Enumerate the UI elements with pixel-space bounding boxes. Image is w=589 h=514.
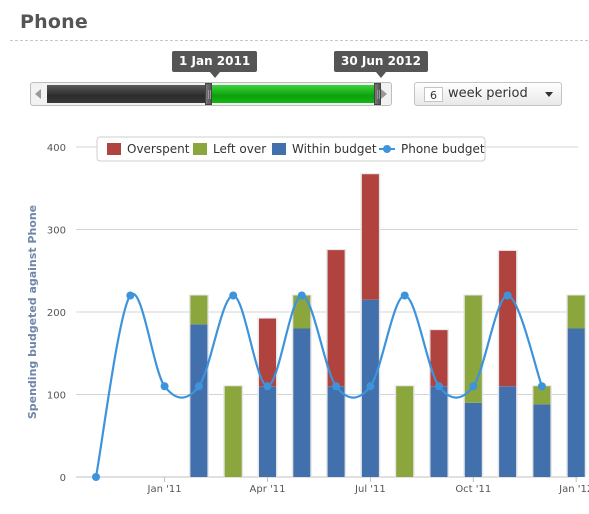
chevron-down-icon[interactable] xyxy=(545,92,553,97)
range-end-label: 30 Jun 2012 xyxy=(334,51,429,78)
budget-point xyxy=(400,291,409,300)
legend-item-label: Within budget xyxy=(292,142,377,156)
budget-point xyxy=(503,291,512,300)
bar-within-budget xyxy=(327,386,345,477)
x-tick-label: Jan '12 xyxy=(558,484,589,495)
x-tick-label: Oct '11 xyxy=(455,484,491,495)
x-tick-label: Jul '11 xyxy=(354,484,386,495)
budget-point xyxy=(126,291,135,300)
budget-point xyxy=(92,473,100,481)
scroll-right-arrow-icon[interactable] xyxy=(381,89,387,99)
range-selected-track[interactable] xyxy=(209,85,378,103)
budget-point xyxy=(263,382,272,391)
y-tick-label: 300 xyxy=(47,226,66,237)
legend-swatch-icon xyxy=(107,143,121,155)
bar-within-budget xyxy=(499,386,517,477)
bar-within-budget xyxy=(567,328,585,477)
page-title: Phone xyxy=(20,11,88,33)
legend-item-label: Overspent xyxy=(127,142,190,156)
y-tick-label: 400 xyxy=(47,143,66,154)
budget-point xyxy=(469,382,478,391)
budget-point xyxy=(297,291,306,300)
chart-bars xyxy=(188,173,587,477)
bar-left-over xyxy=(224,386,242,477)
x-tick-label: Jan '11 xyxy=(147,484,182,495)
range-end-handle[interactable] xyxy=(374,83,381,105)
period-select[interactable]: 6 week period xyxy=(414,82,562,106)
legend-marker-icon xyxy=(383,145,391,153)
bar-overspent xyxy=(430,330,448,387)
bar-within-budget xyxy=(190,324,208,477)
legend-swatch-icon xyxy=(193,143,207,155)
bar-within-budget xyxy=(464,402,482,477)
budget-point xyxy=(366,382,375,391)
scroll-left-arrow-icon[interactable] xyxy=(35,89,41,99)
bar-within-budget xyxy=(533,404,551,477)
bar-left-over xyxy=(567,295,585,329)
bar-left-over xyxy=(533,386,551,405)
range-start-label: 1 Jan 2011 xyxy=(172,51,258,78)
bar-overspent xyxy=(499,250,517,387)
chart-legend: Overspent Left over Within budget Phone bud… xyxy=(96,136,486,162)
y-axis-label: Spending budgeted against Phone xyxy=(26,205,39,419)
period-label: week period xyxy=(448,86,528,101)
bar-overspent xyxy=(327,250,345,387)
range-unselected-track xyxy=(47,85,209,103)
budget-point xyxy=(332,382,341,391)
legend-swatch-icon xyxy=(272,143,286,155)
y-tick-label: 0 xyxy=(60,473,66,484)
bar-within-budget xyxy=(430,386,448,477)
bar-overspent xyxy=(361,174,379,300)
bar-overspent xyxy=(259,318,276,387)
budget-line xyxy=(92,291,546,481)
y-tick-label: 100 xyxy=(47,391,66,402)
budget-point xyxy=(160,382,169,391)
budget-point xyxy=(537,382,546,391)
period-count[interactable]: 6 xyxy=(424,87,443,102)
budget-point xyxy=(435,382,443,391)
y-tick-label: 200 xyxy=(47,308,66,319)
date-range-slider[interactable] xyxy=(30,82,392,106)
legend-item-label: Phone budget xyxy=(401,142,485,156)
budget-point xyxy=(229,291,238,300)
bar-left-over xyxy=(190,295,208,325)
bar-within-budget xyxy=(293,328,311,477)
x-tick-label: Apr '11 xyxy=(250,484,286,495)
bar-within-budget xyxy=(259,386,276,477)
budget-point xyxy=(194,382,203,391)
title-divider xyxy=(10,40,588,41)
chart-axes: 0 100 200 300 400 Jan '11 Apr '11 Jul '11 Oct '1… xyxy=(47,143,589,495)
range-start-handle[interactable] xyxy=(205,83,212,105)
bar-left-over xyxy=(396,386,414,477)
bar-left-over xyxy=(293,295,311,329)
legend-item-label: Left over xyxy=(213,142,266,156)
